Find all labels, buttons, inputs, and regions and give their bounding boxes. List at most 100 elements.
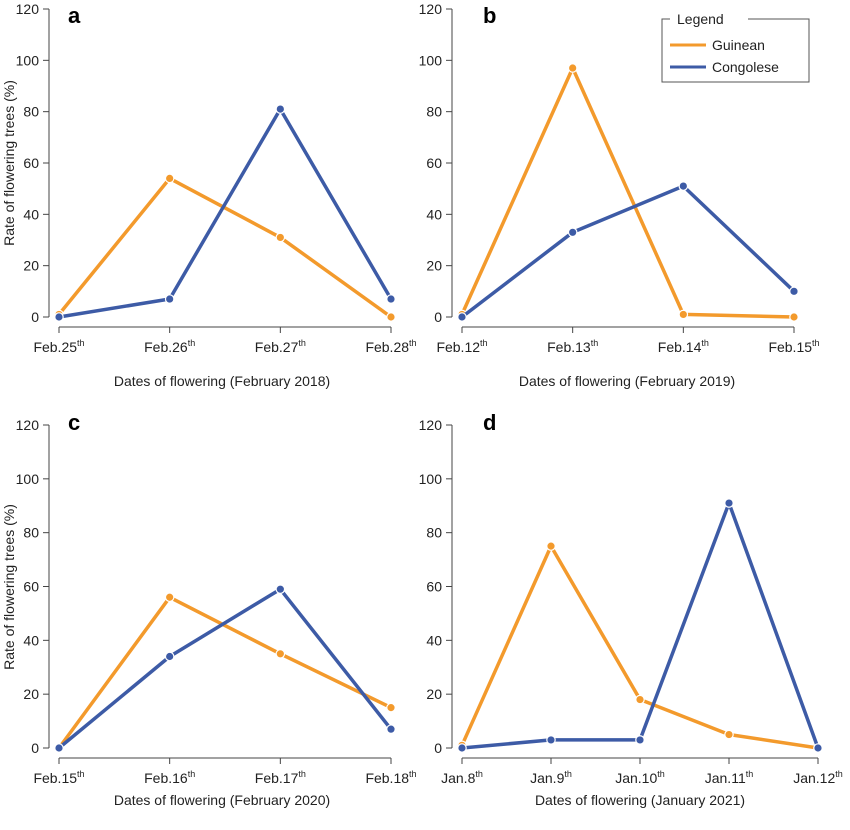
series-line-b-guinean [460, 66, 796, 319]
y-tick-label-c-100: 100 [16, 471, 40, 487]
x-tick-label-d-2: Jan.10th [615, 769, 665, 786]
data-point-c-congolese-1 [164, 651, 175, 662]
y-tick-label-d-100: 100 [419, 471, 443, 487]
series-line-a-guinean [57, 176, 393, 319]
x-tick-label-a-2: Feb.27th [255, 338, 306, 355]
data-point-d-congolese-3 [724, 498, 734, 508]
y-tick-label-b-80: 80 [426, 104, 442, 120]
series-line-c-congolese [57, 587, 393, 750]
data-point-c-guinean-3 [386, 702, 396, 713]
data-point-b-guinean-1 [567, 63, 578, 73]
data-point-d-guinean-1 [546, 541, 556, 551]
y-tick-label-c-20: 20 [23, 686, 39, 702]
data-point-b-congolese-2 [678, 181, 689, 191]
data-point-c-congolese-3 [386, 724, 396, 734]
legend-label-congolese: Congolese [712, 59, 779, 75]
x-axis-title-a: Dates of flowering (February 2018) [114, 373, 330, 389]
y-tick-label-d-40: 40 [426, 632, 442, 648]
series-line-b-congolese [460, 184, 796, 319]
x-axis-title-d: Dates of flowering (January 2021) [535, 792, 745, 808]
x-tick-label-c-1: Feb.16th [144, 769, 195, 786]
panel-c: 0 20 40 60 80 100 120 Feb.15th Feb.16th Feb.17th F… [1, 410, 417, 808]
y-tick-label-d-80: 80 [426, 525, 442, 541]
x-tick-label-d-1: Jan.9th [530, 769, 572, 786]
x-tick-label-c-0: Feb.15th [33, 769, 84, 786]
y-tick-label-a-100: 100 [16, 52, 40, 68]
data-point-c-guinean-1 [164, 592, 175, 603]
data-point-a-congolese-1 [164, 294, 175, 304]
data-point-d-congolese-2 [635, 735, 645, 745]
data-point-b-congolese-1 [567, 227, 578, 238]
legend-label-guinean: Guinean [712, 37, 765, 53]
series-line-d-guinean [460, 544, 820, 750]
x-tick-label-a-1: Feb.26th [144, 338, 195, 355]
y-tick-label-a-120: 120 [16, 1, 40, 17]
y-tick-label-b-120: 120 [419, 1, 443, 17]
x-tick-label-d-4: Jan.12th [793, 769, 843, 786]
data-point-b-congolese-0 [457, 312, 467, 322]
y-tick-label-a-0: 0 [31, 309, 39, 325]
x-axis-title-c: Dates of flowering (February 2020) [114, 792, 330, 808]
x-tick-label-c-3: Feb.18th [365, 769, 416, 786]
data-point-a-guinean-3 [386, 312, 396, 322]
y-tick-label-a-20: 20 [23, 258, 39, 274]
y-tick-label-d-20: 20 [426, 686, 442, 702]
data-point-a-guinean-2 [275, 232, 286, 243]
data-point-b-guinean-2 [678, 309, 689, 320]
y-tick-label-c-60: 60 [23, 579, 39, 595]
data-point-a-guinean-1 [164, 173, 175, 184]
y-tick-label-c-120: 120 [16, 417, 40, 433]
y-tick-label-d-120: 120 [419, 417, 443, 433]
x-tick-label-b-2: Feb.14th [658, 338, 709, 355]
x-tick-label-d-0: Jan.8th [441, 769, 483, 786]
legend-title-gap [670, 12, 748, 26]
y-tick-label-a-80: 80 [23, 104, 39, 120]
panel-d: 0 20 40 60 80 100 120 Jan.8th Jan.9th Jan.10th Jan… [419, 410, 843, 808]
data-point-d-congolese-1 [546, 735, 556, 745]
data-point-a-congolese-3 [386, 294, 396, 304]
y-tick-label-d-0: 0 [434, 740, 442, 756]
panel-letter-a: a [68, 3, 81, 28]
data-point-a-congolese-2 [275, 104, 286, 114]
y-tick-label-b-60: 60 [426, 155, 442, 171]
y-tick-label-d-60: 60 [426, 579, 442, 595]
y-tick-label-b-20: 20 [426, 258, 442, 274]
panel-b: 0 20 40 60 80 100 120 Feb.12th Feb.13th Feb.14th F… [419, 1, 820, 389]
x-tick-label-b-1: Feb.13th [547, 338, 598, 355]
y-tick-label-b-40: 40 [426, 206, 442, 222]
data-point-a-congolese-0 [54, 312, 64, 322]
y-tick-label-c-80: 80 [23, 525, 39, 541]
x-tick-label-a-0: Feb.25th [33, 338, 84, 355]
x-tick-label-b-0: Feb.12th [436, 338, 487, 355]
legend-title: Legend [677, 11, 724, 27]
y-tick-label-b-0: 0 [434, 309, 442, 325]
series-line-a-congolese [57, 107, 393, 319]
data-point-c-guinean-2 [275, 648, 286, 659]
y-tick-label-a-40: 40 [23, 206, 39, 222]
data-point-d-congolese-4 [813, 743, 823, 753]
chart-panels: 0 20 40 60 80 100 120 Feb.25th Feb.26th Feb.27th F… [1, 1, 843, 808]
x-tick-label-d-3: Jan.11th [705, 769, 754, 786]
y-tick-label-c-40: 40 [23, 632, 39, 648]
y-tick-label-b-100: 100 [419, 52, 443, 68]
x-tick-label-a-3: Feb.28th [365, 338, 416, 355]
data-point-c-congolese-2 [275, 584, 286, 594]
data-point-d-guinean-2 [635, 694, 645, 705]
panel-letter-d: d [483, 410, 496, 435]
panel-letter-c: c [68, 410, 80, 435]
y-axis-title-a: Rate of flowering trees (%) [1, 80, 17, 246]
x-tick-label-b-3: Feb.15th [768, 338, 819, 355]
legend: Legend Guinean Congolese [661, 11, 810, 83]
panel-a: 0 20 40 60 80 100 120 Feb.25th Feb.26th Feb.27th F… [1, 1, 417, 389]
data-point-d-guinean-3 [724, 729, 734, 740]
series-line-c-guinean [57, 595, 393, 750]
y-tick-label-c-0: 0 [31, 740, 39, 756]
x-axis-title-b: Dates of flowering (February 2019) [519, 373, 735, 389]
data-point-c-congolese-0 [54, 743, 64, 753]
panel-letter-b: b [483, 3, 496, 28]
data-point-b-guinean-3 [789, 312, 799, 322]
y-tick-label-a-60: 60 [23, 155, 39, 171]
x-tick-label-c-2: Feb.17th [255, 769, 306, 786]
data-point-d-congolese-0 [457, 743, 467, 753]
